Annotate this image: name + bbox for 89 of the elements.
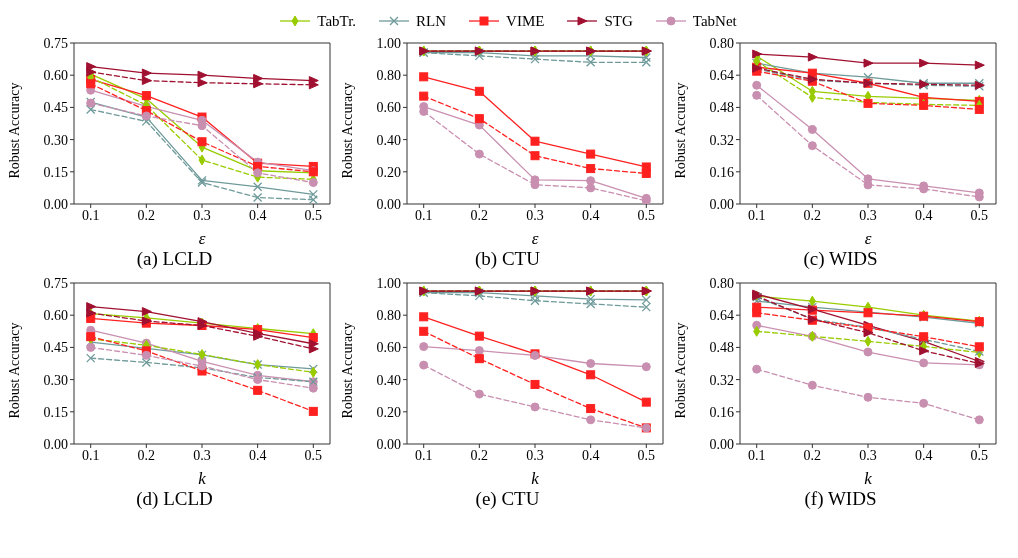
x-tick-label: 0.3 — [193, 207, 211, 223]
x-axis-title: ε — [198, 229, 206, 248]
y-axis-title: Robust Accuracy — [672, 322, 688, 419]
y-tick-label: 0.00 — [43, 436, 68, 452]
x-tick-label: 0.2 — [137, 207, 156, 223]
y-tick-label: 0.32 — [709, 372, 734, 388]
x-tick-label: 0.4 — [914, 207, 933, 223]
text: (f) WIDS — [804, 488, 877, 511]
y-tick-label: 0.60 — [43, 308, 68, 324]
y-tick-label: 0.20 — [376, 164, 401, 180]
y-tick-label: 0.16 — [709, 164, 734, 180]
x-tick-label: 0.1 — [747, 207, 766, 223]
x-axis-title: ε — [864, 229, 872, 248]
y-axis-title: Robust Accuracy — [339, 322, 355, 419]
x-tick-label: 0.4 — [581, 207, 600, 223]
x-tick-label: 0.1 — [747, 447, 766, 463]
y-tick-label: 0.60 — [376, 340, 401, 356]
y-axis-title: Robust Accuracy — [6, 82, 22, 179]
y-tick-label: 0.45 — [43, 340, 68, 356]
x-tick-label: 0.5 — [637, 207, 656, 223]
x-tick-label: 0.2 — [470, 207, 489, 223]
x-tick-label: 0.5 — [304, 207, 323, 223]
legend-label: VIME — [506, 12, 545, 30]
x-tick-label: 0.2 — [470, 447, 489, 463]
x-tick-label: 0.4 — [914, 447, 933, 463]
text: (c) WIDS — [803, 248, 878, 271]
y-tick-label: 0.16 — [709, 404, 734, 420]
y-tick-label: 0.75 — [43, 35, 68, 51]
x-tick-label: 0.2 — [803, 447, 822, 463]
x-tick-label: 0.4 — [581, 447, 600, 463]
x-tick-label: 0.3 — [193, 447, 211, 463]
y-tick-label: 0.48 — [709, 340, 734, 356]
x-tick-label: 0.2 — [803, 207, 822, 223]
y-tick-label: 0.48 — [709, 100, 734, 116]
y-tick-label: 0.60 — [376, 100, 401, 116]
legend-label: TabTr. — [317, 12, 357, 30]
x-axis-title: k — [864, 469, 873, 488]
y-tick-label: 0.32 — [709, 132, 734, 148]
x-tick-label: 0.4 — [248, 447, 267, 463]
y-tick-label: 0.80 — [709, 275, 734, 291]
y-axis-title: Robust Accuracy — [339, 82, 355, 179]
y-tick-label: 0.30 — [43, 132, 68, 148]
y-tick-label: 0.30 — [43, 372, 68, 388]
x-tick-label: 0.3 — [859, 447, 877, 463]
y-tick-label: 0.00 — [376, 196, 401, 212]
y-tick-label: 0.75 — [43, 275, 68, 291]
legend-label: STG — [604, 12, 633, 30]
x-tick-label: 0.5 — [637, 447, 656, 463]
y-tick-label: 0.40 — [376, 132, 401, 148]
y-tick-label: 0.80 — [709, 35, 734, 51]
text: (b) CTU — [475, 248, 540, 271]
y-tick-label: 0.45 — [43, 100, 68, 116]
x-tick-label: 0.3 — [526, 207, 544, 223]
x-tick-label: 0.4 — [248, 207, 267, 223]
x-tick-label: 0.1 — [414, 447, 433, 463]
text: (a) LCLD — [136, 248, 213, 271]
x-tick-label: 0.1 — [81, 447, 100, 463]
y-tick-label: 0.20 — [376, 404, 401, 420]
y-tick-label: 0.64 — [709, 308, 734, 324]
x-tick-label: 0.3 — [526, 447, 544, 463]
x-tick-label: 0.1 — [414, 207, 433, 223]
y-tick-label: 0.00 — [376, 436, 401, 452]
legend-label: RLN — [416, 12, 447, 30]
legend-label: TabNet — [692, 12, 737, 30]
y-axis-title: Robust Accuracy — [672, 82, 688, 179]
x-axis-title: k — [198, 469, 207, 488]
x-tick-label: 0.3 — [859, 207, 877, 223]
y-tick-label: 0.00 — [709, 436, 734, 452]
x-tick-label: 0.1 — [81, 207, 100, 223]
x-tick-label: 0.5 — [304, 447, 323, 463]
y-tick-label: 0.15 — [43, 164, 68, 180]
y-tick-label: 0.80 — [376, 308, 401, 324]
y-tick-label: 0.15 — [43, 404, 68, 420]
y-tick-label: 1.00 — [376, 275, 401, 291]
x-tick-label: 0.5 — [970, 207, 989, 223]
y-tick-label: 0.80 — [376, 68, 401, 84]
text: (e) CTU — [475, 488, 540, 511]
x-tick-label: 0.5 — [970, 447, 989, 463]
y-tick-label: 0.64 — [709, 68, 734, 84]
y-tick-label: 0.40 — [376, 372, 401, 388]
y-tick-label: 0.00 — [43, 196, 68, 212]
y-axis-title: Robust Accuracy — [6, 322, 22, 419]
x-axis-title: ε — [531, 229, 539, 248]
y-tick-label: 0.00 — [709, 196, 734, 212]
text: (d) LCLD — [136, 488, 213, 511]
y-tick-label: 1.00 — [376, 35, 401, 51]
x-tick-label: 0.2 — [137, 447, 156, 463]
x-axis-title: k — [531, 469, 540, 488]
y-tick-label: 0.60 — [43, 68, 68, 84]
